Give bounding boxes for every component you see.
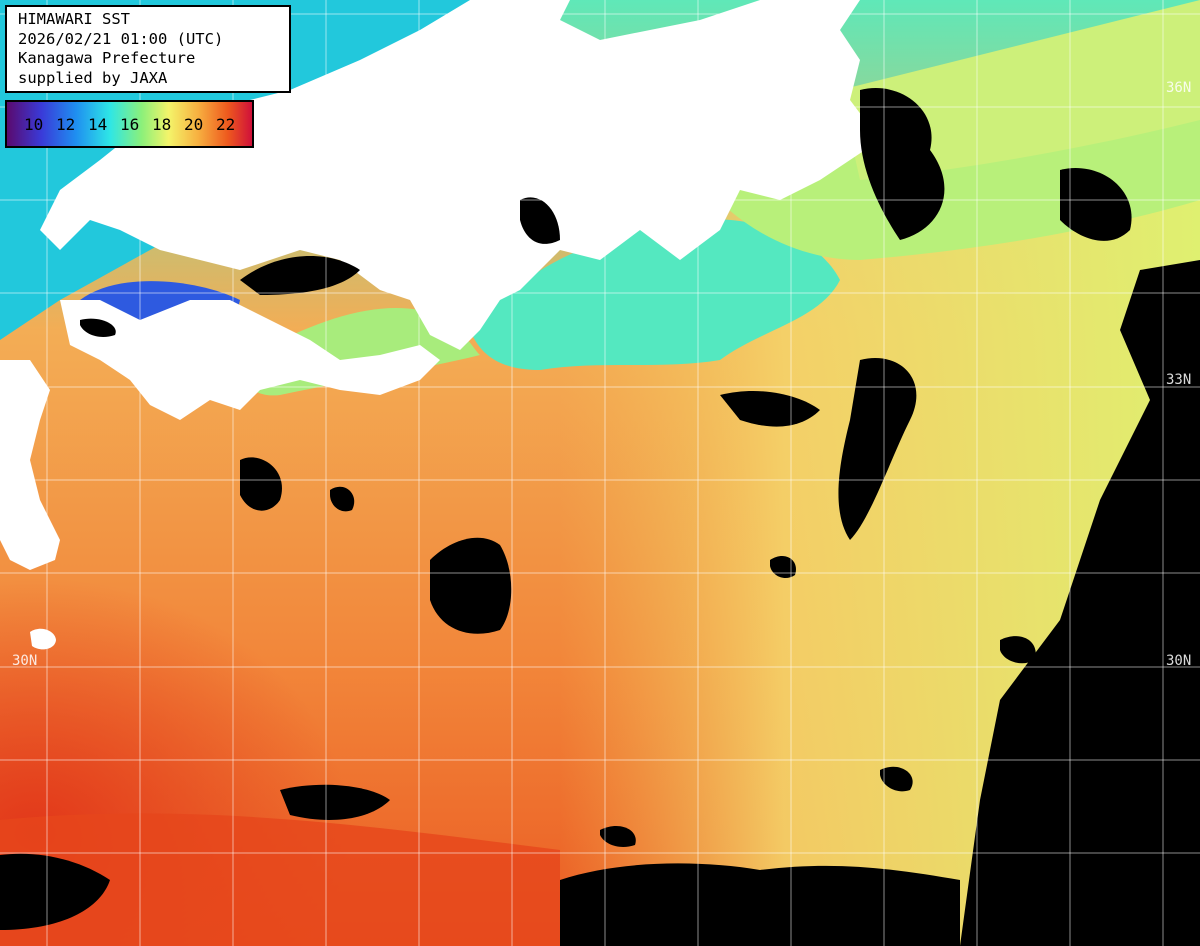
- legend-tick: 10: [24, 115, 44, 134]
- cloud-cover: [0, 88, 1200, 946]
- cloud-inland: [240, 256, 360, 295]
- legend-tick: 18: [152, 115, 172, 134]
- lat-label-33-left: 33: [10, 372, 27, 388]
- legend-tick: 12: [56, 115, 76, 134]
- cloud-east-middle: [838, 358, 917, 540]
- cloud-south-left: [0, 853, 110, 930]
- cloud-east-band: [1060, 168, 1132, 241]
- legend-tick: 14: [88, 115, 108, 134]
- legend-tick: 22: [216, 115, 236, 134]
- cloud-dot-5: [880, 766, 913, 792]
- legend-tick: 16: [120, 115, 140, 134]
- land-honshu: [40, 0, 880, 350]
- legend-tick-labels: 10 12 14 16 18 20 22: [24, 115, 248, 134]
- land-shikoku: [60, 300, 440, 420]
- cloud-west-patch: [240, 457, 282, 511]
- lat-label-30n-left: 30N: [12, 653, 38, 669]
- title-line-product: HIMAWARI SST: [18, 10, 130, 28]
- cloud-dot-4: [330, 486, 355, 512]
- land-kyushu: [0, 360, 60, 570]
- map-title-box: HIMAWARI SST 2026/02/21 01:00 (UTC) Kana…: [5, 5, 291, 93]
- cloud-south-mid: [280, 784, 390, 820]
- cloud-south-band: [560, 863, 960, 946]
- lat-label-36n-right: 36N: [1166, 80, 1192, 96]
- cloud-east-large: [960, 260, 1200, 946]
- title-line-datetime: 2026/02/21 01:00 (UTC): [18, 29, 224, 48]
- lat-label-33n-right: 33N: [1166, 372, 1192, 388]
- temperature-legend: 10 12 14 16 18 20 22: [5, 100, 254, 148]
- lon-label-136e: 136E: [470, 8, 486, 42]
- cloud-shikoku-south: [80, 318, 116, 337]
- cloud-northeast: [860, 88, 945, 240]
- title-line-credit: supplied by JAXA: [18, 68, 168, 87]
- cloud-dot-1: [600, 825, 636, 847]
- cloud-center-blob: [430, 537, 512, 634]
- legend-tick: 20: [184, 115, 204, 134]
- cloud-kii-strip: [520, 197, 560, 244]
- land-small-island: [30, 628, 56, 650]
- cloud-dot-3: [1000, 636, 1036, 664]
- cloud-ring-kii: [720, 390, 820, 427]
- title-line-region: Kanagawa Prefecture: [18, 49, 196, 67]
- lat-label-30n-right: 30N: [1166, 653, 1192, 669]
- cool-water-kii: [470, 219, 840, 370]
